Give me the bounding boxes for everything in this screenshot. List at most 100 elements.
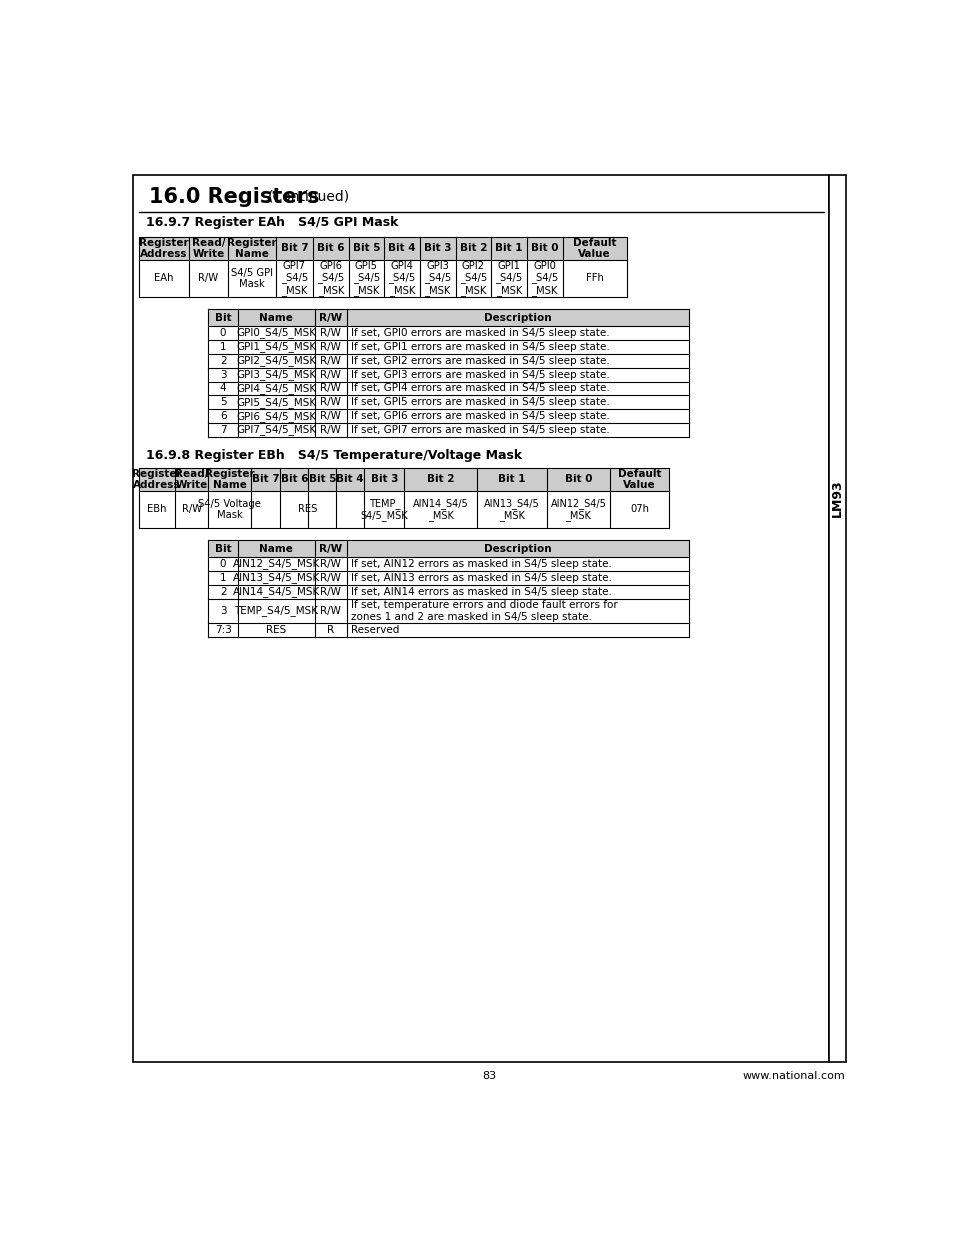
Text: Default
Value: Default Value xyxy=(618,468,660,490)
Text: Bit 6: Bit 6 xyxy=(280,474,308,484)
Text: 3: 3 xyxy=(219,369,226,379)
Text: If set, AIN14 errors as masked in S4/5 sleep state.: If set, AIN14 errors as masked in S4/5 s… xyxy=(351,587,611,597)
Text: R/W: R/W xyxy=(181,504,202,514)
Text: TEMP_S4/5_MSK: TEMP_S4/5_MSK xyxy=(233,605,318,616)
Text: R/W: R/W xyxy=(320,356,341,366)
Text: AIN13_S4/5_MSK: AIN13_S4/5_MSK xyxy=(233,572,319,583)
Text: GPI2_S4/5_MSK: GPI2_S4/5_MSK xyxy=(236,356,315,366)
Text: R/W: R/W xyxy=(320,398,341,408)
Text: 16.0 Registers: 16.0 Registers xyxy=(149,186,319,206)
Text: Reserved: Reserved xyxy=(351,625,399,635)
Text: If set, AIN12 errors as masked in S4/5 sleep state.: If set, AIN12 errors as masked in S4/5 s… xyxy=(351,559,611,569)
Text: Bit 2: Bit 2 xyxy=(459,243,487,253)
Text: R/W: R/W xyxy=(320,587,341,597)
Text: GPI7
_S4/5
_MSK: GPI7 _S4/5 _MSK xyxy=(280,261,308,296)
Text: GPI5
_S4/5
_MSK: GPI5 _S4/5 _MSK xyxy=(353,261,379,296)
Text: Bit: Bit xyxy=(214,312,232,322)
Text: Name: Name xyxy=(259,543,293,553)
Text: Bit 4: Bit 4 xyxy=(388,243,416,253)
Text: 07h: 07h xyxy=(630,504,648,514)
Text: GPI0_S4/5_MSK: GPI0_S4/5_MSK xyxy=(236,327,315,338)
Text: If set, GPI0 errors are masked in S4/5 sleep state.: If set, GPI0 errors are masked in S4/5 s… xyxy=(351,329,609,338)
Text: If set, GPI3 errors are masked in S4/5 sleep state.: If set, GPI3 errors are masked in S4/5 s… xyxy=(351,369,609,379)
Text: Name: Name xyxy=(259,312,293,322)
Text: Bit 2: Bit 2 xyxy=(427,474,455,484)
Text: Bit 0: Bit 0 xyxy=(564,474,592,484)
Text: Bit 6: Bit 6 xyxy=(316,243,344,253)
Text: If set, AIN13 errors as masked in S4/5 sleep state.: If set, AIN13 errors as masked in S4/5 s… xyxy=(351,573,611,583)
Text: R/W: R/W xyxy=(320,342,341,352)
Text: Register
Name: Register Name xyxy=(227,237,276,259)
Text: S4/5 GPI
Mask: S4/5 GPI Mask xyxy=(231,268,273,289)
Text: If set, GPI5 errors are masked in S4/5 sleep state.: If set, GPI5 errors are masked in S4/5 s… xyxy=(351,398,609,408)
Text: Bit: Bit xyxy=(214,543,232,553)
Text: 2: 2 xyxy=(219,587,226,597)
Text: If set, GPI1 errors are masked in S4/5 sleep state.: If set, GPI1 errors are masked in S4/5 s… xyxy=(351,342,609,352)
Text: Bit 7: Bit 7 xyxy=(280,243,308,253)
Text: FFh: FFh xyxy=(585,273,603,283)
Text: R/W: R/W xyxy=(198,273,218,283)
Text: AIN13_S4/5
_MSK: AIN13_S4/5 _MSK xyxy=(484,498,539,521)
Text: 1: 1 xyxy=(219,573,226,583)
Text: R/W: R/W xyxy=(320,411,341,421)
Text: GPI3
_S4/5
_MSK: GPI3 _S4/5 _MSK xyxy=(424,261,451,296)
Text: EAh: EAh xyxy=(153,273,173,283)
Text: Bit 1: Bit 1 xyxy=(497,474,525,484)
Text: GPI3_S4/5_MSK: GPI3_S4/5_MSK xyxy=(236,369,315,380)
Text: 83: 83 xyxy=(481,1071,496,1081)
Text: R/W: R/W xyxy=(320,329,341,338)
Text: GPI4
_S4/5
_MSK: GPI4 _S4/5 _MSK xyxy=(388,261,416,296)
Text: R/W: R/W xyxy=(320,606,341,616)
Text: www.national.com: www.national.com xyxy=(741,1071,844,1081)
Bar xyxy=(138,468,669,490)
Text: Bit 0: Bit 0 xyxy=(531,243,558,253)
Text: Bit 3: Bit 3 xyxy=(370,474,397,484)
Text: If set, temperature errors and diode fault errors for
zones 1 and 2 are masked i: If set, temperature errors and diode fau… xyxy=(351,600,618,621)
Text: R/W: R/W xyxy=(319,543,342,553)
Text: 0: 0 xyxy=(219,329,226,338)
Text: Register
Name: Register Name xyxy=(205,468,254,490)
Text: R/W: R/W xyxy=(320,573,341,583)
Text: GPI1_S4/5_MSK: GPI1_S4/5_MSK xyxy=(236,341,315,352)
Text: GPI4_S4/5_MSK: GPI4_S4/5_MSK xyxy=(236,383,315,394)
Text: 5: 5 xyxy=(219,398,226,408)
Text: GPI6
_S4/5
_MSK: GPI6 _S4/5 _MSK xyxy=(316,261,344,296)
Text: R: R xyxy=(327,625,335,635)
Bar xyxy=(208,540,688,557)
Text: R/W: R/W xyxy=(320,559,341,569)
Text: Register
Address: Register Address xyxy=(139,237,189,259)
Text: LM93: LM93 xyxy=(830,479,843,517)
Text: R/W: R/W xyxy=(320,369,341,379)
Text: If set, GPI4 errors are masked in S4/5 sleep state.: If set, GPI4 errors are masked in S4/5 s… xyxy=(351,383,609,394)
Text: 16.9.7 Register EAh   S4/5 GPI Mask: 16.9.7 Register EAh S4/5 GPI Mask xyxy=(146,216,397,230)
Text: RES: RES xyxy=(297,504,317,514)
Text: Description: Description xyxy=(484,312,551,322)
Text: GPI2
_S4/5
_MSK: GPI2 _S4/5 _MSK xyxy=(459,261,487,296)
Text: Bit 5: Bit 5 xyxy=(308,474,335,484)
Bar xyxy=(208,309,688,326)
Text: AIN12_S4/5
_MSK: AIN12_S4/5 _MSK xyxy=(550,498,606,521)
Text: R/W: R/W xyxy=(320,383,341,394)
Text: 6: 6 xyxy=(219,411,226,421)
Text: GPI7_S4/5_MSK: GPI7_S4/5_MSK xyxy=(236,425,315,436)
Text: S4/5 Voltage
Mask: S4/5 Voltage Mask xyxy=(198,499,261,520)
Text: R/W: R/W xyxy=(319,312,342,322)
Text: Bit 5: Bit 5 xyxy=(353,243,380,253)
Text: EBh: EBh xyxy=(147,504,167,514)
Text: Read/
Write: Read/ Write xyxy=(192,237,225,259)
Text: If set, GPI2 errors are masked in S4/5 sleep state.: If set, GPI2 errors are masked in S4/5 s… xyxy=(351,356,609,366)
Text: AIN12_S4/5_MSK: AIN12_S4/5_MSK xyxy=(233,558,319,569)
Text: (Continued): (Continued) xyxy=(268,190,350,204)
Text: 7: 7 xyxy=(219,425,226,435)
Bar xyxy=(138,237,626,259)
Text: 3: 3 xyxy=(219,606,226,616)
Text: 0: 0 xyxy=(219,559,226,569)
Text: 1: 1 xyxy=(219,342,226,352)
Text: 7:3: 7:3 xyxy=(214,625,232,635)
Text: Bit 4: Bit 4 xyxy=(336,474,364,484)
Bar xyxy=(828,175,845,1062)
Text: AIN14_S4/5_MSK: AIN14_S4/5_MSK xyxy=(233,587,319,598)
Text: GPI0
_S4/5
_MSK: GPI0 _S4/5 _MSK xyxy=(531,261,558,296)
Text: Description: Description xyxy=(484,543,551,553)
Text: TEMP_
S4/5_MSK: TEMP_ S4/5_MSK xyxy=(360,498,408,521)
